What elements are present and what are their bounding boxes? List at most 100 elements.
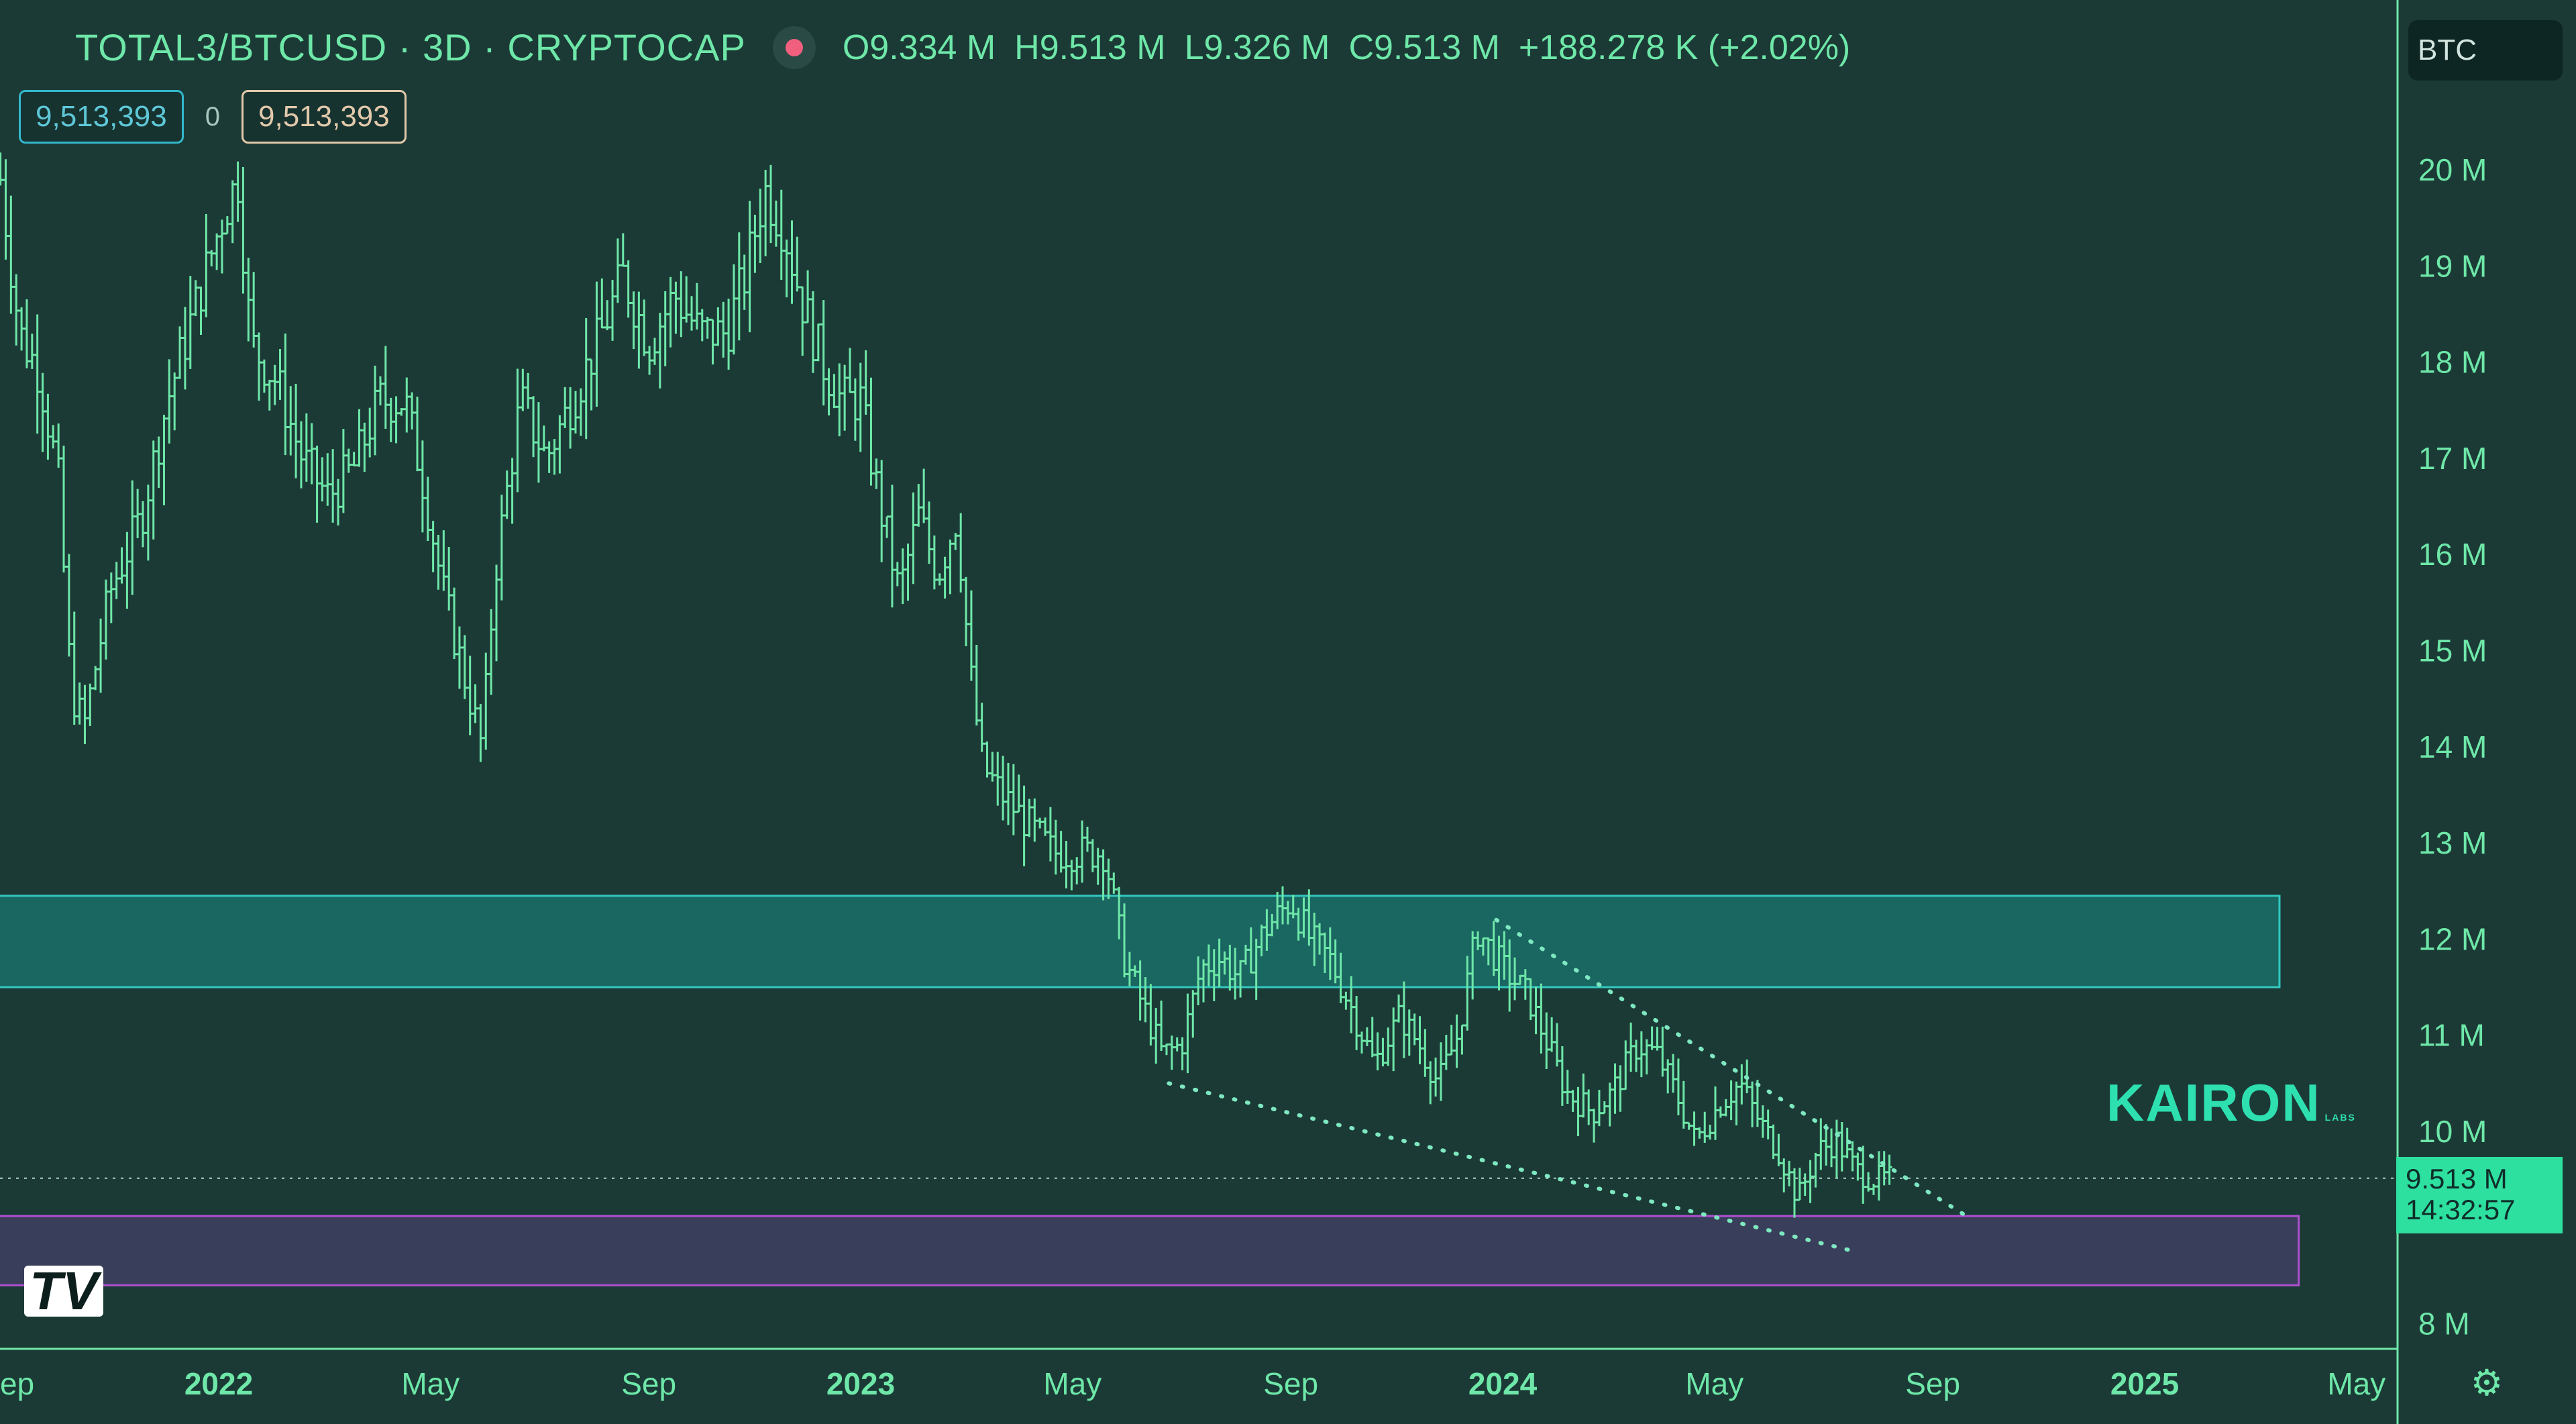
ohlc-bar <box>963 576 969 646</box>
ohlc-bar <box>1227 944 1233 991</box>
ohlc-bar <box>362 422 368 472</box>
ohlc-bar <box>266 379 272 411</box>
ohlc-bar <box>1111 872 1117 894</box>
ohlc-bar <box>1417 1016 1423 1065</box>
ohlc-bar <box>968 590 974 681</box>
market-status-icon[interactable] <box>772 26 816 69</box>
ohlc-bar <box>1332 939 1338 984</box>
ohlc-bar <box>678 271 684 338</box>
ohlc-bar <box>826 368 832 416</box>
ohlc-bar <box>562 387 568 428</box>
ohlc-bar <box>704 317 710 339</box>
ohlc-bar <box>662 291 668 366</box>
ohlc-bar <box>182 307 188 390</box>
ohlc-bar <box>1770 1124 1776 1160</box>
ohlc-bar <box>1205 944 1212 986</box>
ohlc-bar <box>784 240 790 298</box>
ohlc-bar <box>873 458 879 489</box>
value-box-left[interactable]: 9,513,393 <box>19 90 184 144</box>
ohlc-bar <box>1338 952 1344 1004</box>
ohlc-bar <box>1839 1121 1845 1172</box>
open-value: O9.334 M <box>842 28 996 67</box>
ohlc-bar <box>889 485 895 608</box>
ohlc-bar <box>842 364 848 431</box>
price-tick-label: 16 M <box>2418 537 2487 572</box>
ohlc-bar <box>631 291 637 350</box>
ohlc-bar <box>1786 1160 1792 1186</box>
ohlc-bar <box>19 307 25 351</box>
ohlc-bar <box>494 564 500 662</box>
ohlc-bar <box>66 554 72 657</box>
value-box-right[interactable]: 9,513,393 <box>241 90 407 144</box>
ohlc-bar <box>916 484 922 527</box>
value-boxes: 9,513,393 0 9,513,393 <box>19 90 407 144</box>
ohlc-bar <box>557 415 563 474</box>
ohlc-bar <box>1697 1127 1703 1139</box>
ohlc-bar <box>973 645 979 726</box>
ohlc-bar <box>1401 981 1407 1058</box>
ohlc-bar <box>768 164 774 244</box>
last-price-value: 9.513 M <box>2406 1163 2508 1194</box>
ohlc-bar <box>1005 762 1011 825</box>
time-tick-label: 2025 <box>2110 1366 2179 1401</box>
ohlc-bar <box>325 453 331 506</box>
ohlc-bar <box>1211 949 1217 1001</box>
ohlc-bar <box>1163 1043 1169 1056</box>
ohlc-bar <box>1501 931 1507 980</box>
ohlc-bar <box>800 286 806 356</box>
tradingview-logo-icon[interactable]: TV <box>24 1264 104 1318</box>
ohlc-bar <box>1870 1183 1876 1195</box>
ohlc-bar <box>1702 1111 1708 1143</box>
ohlc-bar <box>1438 1042 1444 1101</box>
ohlc-bar <box>1100 849 1106 901</box>
ohlc-bar <box>119 547 125 584</box>
ohlc-bar <box>1644 1039 1650 1075</box>
ohlc-bar <box>1707 1124 1713 1140</box>
ohlc-bar <box>984 741 990 778</box>
ohlc-bar <box>1596 1090 1602 1127</box>
ohlc-bar <box>1391 1007 1397 1072</box>
ohlc-bar <box>1733 1081 1739 1125</box>
ohlc-bar <box>1680 1080 1686 1129</box>
ohlc-bar <box>1570 1090 1576 1112</box>
ohlc-bar <box>1185 993 1191 1074</box>
ohlc-bar <box>1712 1086 1718 1140</box>
kairon-watermark: KAIRON LABS <box>2106 1072 2356 1133</box>
ohlc-bar <box>478 704 484 762</box>
ohlc-bar <box>1591 1109 1597 1143</box>
ohlc-bar <box>187 276 193 369</box>
ohlc-bar <box>694 283 700 330</box>
ohlc-bar <box>1628 1022 1634 1072</box>
ohlc-bar <box>430 521 436 572</box>
settings-gear-icon[interactable]: ⚙ <box>2470 1363 2504 1403</box>
ohlc-bar <box>330 449 336 523</box>
ohlc-bar <box>1491 921 1497 976</box>
ohlc-bar <box>942 556 948 599</box>
price-tick-label: 20 M <box>2418 152 2487 187</box>
ohlc-bar <box>614 238 621 303</box>
ohlc-bar <box>731 264 737 355</box>
ohlc-bar <box>98 618 104 693</box>
symbol-title[interactable]: TOTAL3/BTCUSD · 3D · CRYPTOCAP <box>75 26 746 68</box>
time-tick-label: Sep <box>1905 1366 1960 1401</box>
ohlc-bar <box>1781 1158 1787 1192</box>
currency-selector[interactable]: BTC <box>2408 20 2563 81</box>
ohlc-bar <box>45 393 51 460</box>
low-value: L9.326 M <box>1184 28 1330 67</box>
ohlc-bar <box>1866 1172 1872 1192</box>
ohlc-bar <box>108 572 114 623</box>
ohlc-bar <box>1232 948 1238 1000</box>
ohlc-bar <box>1538 983 1544 1054</box>
time-tick-label: Sep <box>0 1366 34 1401</box>
ohlc-bar <box>1691 1111 1697 1146</box>
ohlc-bar <box>979 703 985 752</box>
ohlc-bar <box>794 236 800 292</box>
ohlc-bar <box>1354 996 1360 1050</box>
watermark-main: KAIRON <box>2106 1073 2321 1132</box>
ohlc-bar <box>1242 944 1248 965</box>
axes: 20 M 19 M 18 M 17 M 16 M 15 M 14 M 13 M 12 M 11 M… <box>0 0 2487 1424</box>
ohlc-bar <box>61 446 67 573</box>
ohlc-bar <box>1470 931 1476 1000</box>
price-tick-label: 14 M <box>2418 729 2487 764</box>
